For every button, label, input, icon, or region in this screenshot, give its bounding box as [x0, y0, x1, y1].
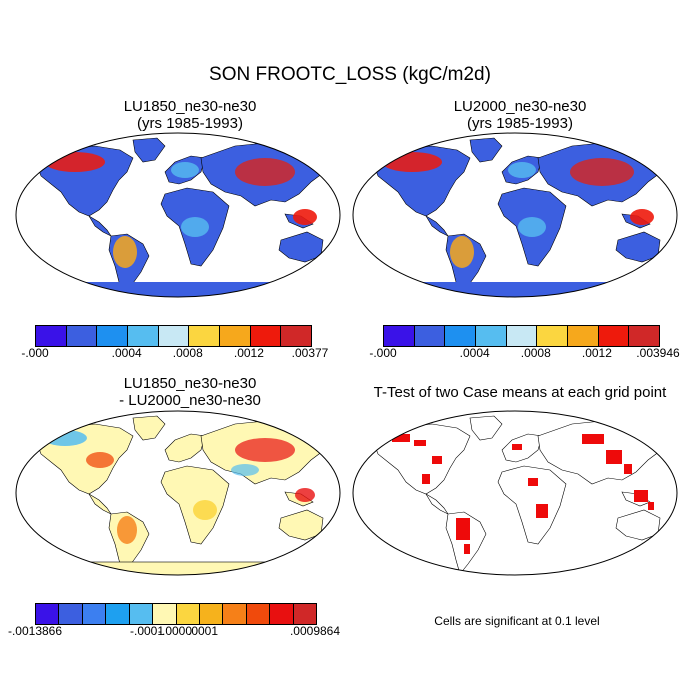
figure-title: SON FROOTC_LOSS (kgC/m2d)	[209, 64, 491, 85]
colorbar-swatch	[414, 326, 446, 346]
colorbar-swatch	[36, 326, 67, 346]
colorbar-swatch	[506, 326, 538, 346]
colorbar-swatch	[270, 604, 294, 624]
colorbar-swatch	[158, 326, 190, 346]
colorbar-ticks-case2: -.000 .0004 .0008 .0012 .003946	[369, 346, 679, 362]
colorbar-tick-label: .0009864	[289, 624, 341, 638]
anomalies-diff	[43, 427, 315, 544]
colorbar-tick-label: -.0013866	[7, 624, 63, 638]
colorbar-tick-label: .0008	[520, 346, 551, 360]
panel-title-case2: LU2000_ne30-ne30 (yrs 1985-1993)	[453, 98, 587, 132]
colorbar-swatch	[598, 326, 630, 346]
colorbar-tick-label: -.000	[21, 346, 49, 360]
colorbar-swatch	[59, 604, 83, 624]
colorbar-swatch	[281, 326, 312, 346]
significance-note: Cells are significant at 0.1 level	[434, 614, 600, 628]
colorbar-swatch	[129, 604, 154, 624]
colorbar-swatch	[189, 326, 221, 346]
colorbar-swatch	[66, 326, 98, 346]
colorbar-diff	[35, 603, 317, 625]
colorbar-tick-label: .0012	[233, 346, 264, 360]
colorbar-swatch	[220, 326, 251, 346]
colorbar-tick-label: .0008	[172, 346, 203, 360]
colorbar-tick-label: -.0001	[129, 624, 165, 638]
colorbar-swatch	[36, 604, 60, 624]
colorbar-tick-label: -.000	[369, 346, 397, 360]
panel-title-ttest: T-Test of two Case means at each grid po…	[373, 384, 667, 401]
colorbar-ticks-case1: -.000 .0004 .0008 .0012 .00377	[21, 346, 328, 362]
colorbar-swatch	[82, 604, 107, 624]
colorbar-swatch	[537, 326, 569, 346]
colorbar-swatch	[250, 326, 282, 346]
colorbar-tick-label: .0004	[111, 346, 142, 360]
colorbar-swatch	[568, 326, 599, 346]
map-case2	[352, 132, 678, 298]
colorbar-swatch	[476, 326, 507, 346]
colorbar-case1	[35, 325, 312, 347]
colorbar-swatch	[199, 604, 224, 624]
colorbar-tick-label: .003946	[636, 346, 680, 360]
colorbar-swatch	[223, 604, 247, 624]
map-ttest	[352, 410, 678, 576]
colorbar-swatch	[153, 604, 177, 624]
colorbar-swatch	[128, 326, 159, 346]
hotspots-case2	[382, 152, 654, 268]
colorbar-swatch	[445, 326, 477, 346]
map-case1	[15, 132, 341, 298]
colorbar-tick-label: .00377	[291, 346, 329, 360]
colorbar-tick-label: .0004	[459, 346, 490, 360]
colorbar-swatch	[293, 604, 317, 624]
colorbar-swatch	[97, 326, 129, 346]
colorbar-ticks-diff: -.0013866 -.0001 -.0000.0001 .0009864	[8, 624, 340, 640]
panel-title-case1: LU1850_ne30-ne30 (yrs 1985-1993)	[123, 98, 257, 132]
significant-cells	[392, 434, 654, 554]
colorbar-tick-label: .0001	[187, 624, 219, 638]
colorbar-swatch	[384, 326, 415, 346]
hotspots-case1	[45, 152, 317, 268]
panel-title-diff: LU1850_ne30-ne30 - LU2000_ne30-ne30	[119, 375, 261, 409]
colorbar-case2	[383, 325, 660, 347]
colorbar-swatch	[176, 604, 200, 624]
map-diff	[15, 410, 341, 576]
colorbar-tick-label: .0012	[581, 346, 612, 360]
colorbar-swatch	[629, 326, 660, 346]
colorbar-tick-label: -.0000	[157, 624, 193, 638]
colorbar-swatch	[106, 604, 130, 624]
colorbar-swatch	[246, 604, 271, 624]
